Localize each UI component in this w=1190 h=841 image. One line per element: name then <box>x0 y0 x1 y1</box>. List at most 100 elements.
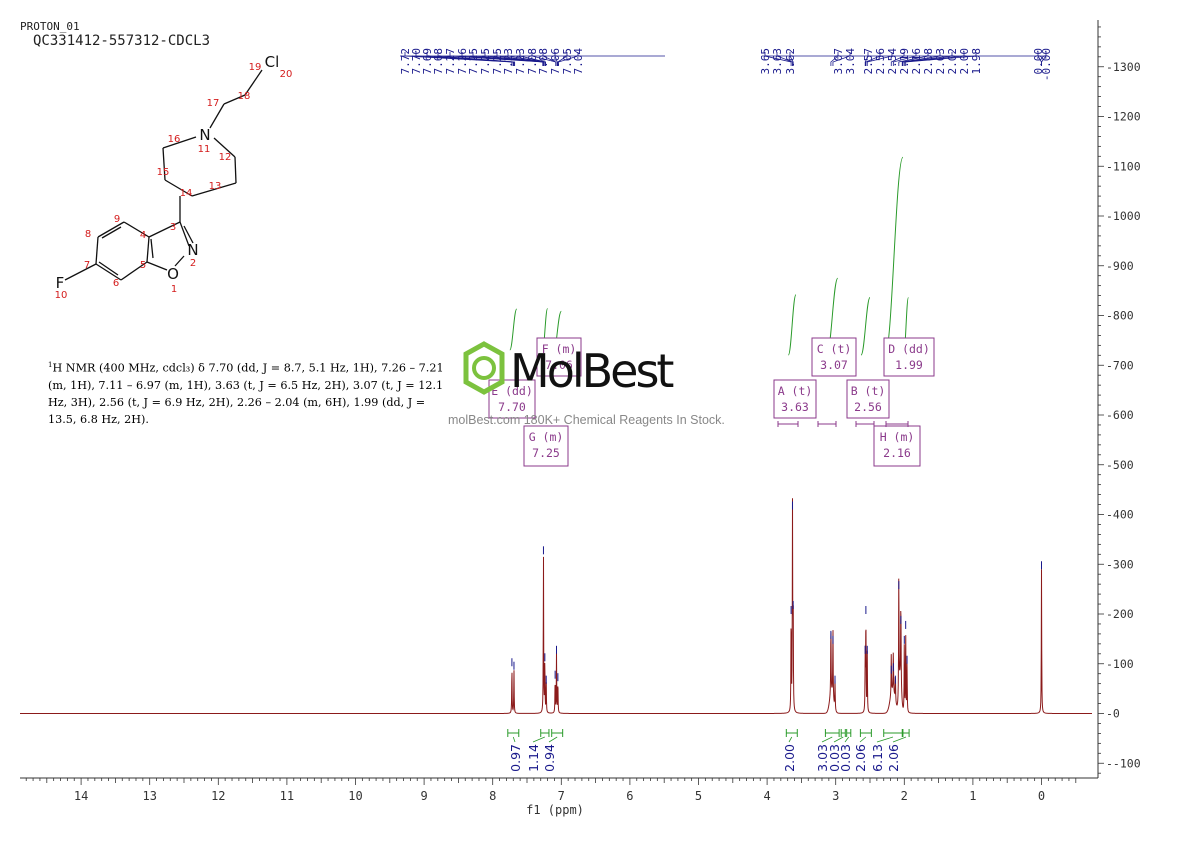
atom-number: 19 <box>249 62 262 73</box>
x-tick-label: 4 <box>763 789 770 803</box>
multiplet-name: G (m) <box>529 430 564 444</box>
peak-label-leader <box>789 52 794 66</box>
bond <box>223 94 246 105</box>
y-tick-label: -500 <box>1106 458 1134 472</box>
peak-label: 7.70 <box>410 48 423 75</box>
peak-labels: 7.727.707.697.68 7.27 7.267.25 7.25 7.257.23… <box>399 48 1053 81</box>
x-tick-label: 13 <box>142 789 156 803</box>
peak-label-leader <box>905 52 977 66</box>
x-axis-label: f1 (ppm) <box>526 803 584 817</box>
peak-label-leader <box>903 52 965 66</box>
nucleus-superscript: 1 <box>48 361 53 369</box>
peak-label-leader <box>415 52 514 66</box>
y-tick-label: -600 <box>1106 408 1134 422</box>
y-tick-label: -400 <box>1106 508 1134 522</box>
multiplet-name: E (dd) <box>491 384 533 398</box>
atom-number: 11 <box>198 144 211 155</box>
atom-number: 20 <box>280 69 293 80</box>
integral-value: 2.06 <box>886 744 901 772</box>
y-tick-label: --100 <box>1106 756 1141 770</box>
peak-label: 3.07 <box>832 48 845 75</box>
atom-n: N <box>199 126 210 144</box>
bond <box>183 225 194 244</box>
x-tick-label: 14 <box>74 789 88 803</box>
integral-value: 1.14 <box>526 744 541 772</box>
atom-number: 13 <box>209 181 222 192</box>
peak-label: 1.98 <box>970 48 983 75</box>
peak-label-leader <box>866 52 893 66</box>
y-tick-label: -900 <box>1106 259 1134 273</box>
bond <box>244 69 263 96</box>
integral-leader <box>833 736 844 743</box>
peak-label: 2.02 <box>946 48 959 75</box>
x-tick-label: 8 <box>489 789 496 803</box>
peak-label: 7.27 <box>444 48 457 75</box>
atom-number: 2 <box>190 258 196 269</box>
multiplet-shift: 2.56 <box>854 400 882 414</box>
peak-label: 2.08 <box>922 48 935 75</box>
y-tick-label: -700 <box>1106 358 1134 372</box>
integral-leader <box>532 736 545 743</box>
peak-label-leader <box>496 52 545 66</box>
x-tick-label: 10 <box>348 789 362 803</box>
peak-label: -0.00 <box>1040 48 1053 81</box>
atom-n: N <box>187 241 198 259</box>
x-tick-label: 6 <box>626 789 633 803</box>
peak-label: 7.69 <box>421 48 434 75</box>
peak-label: 7.05 <box>561 48 574 75</box>
bond <box>162 136 197 149</box>
peak-label-leader <box>830 52 839 66</box>
peak-label-leader <box>519 52 546 66</box>
bond <box>95 263 122 281</box>
x-tick-label: 3 <box>832 789 839 803</box>
integral-value: 2.00 <box>782 744 797 772</box>
peak-label: 3.65 <box>759 48 772 75</box>
peak-label: 7.08 <box>526 48 539 75</box>
atom-number: 4 <box>140 230 146 241</box>
y-tick-label: -200 <box>1106 607 1134 621</box>
peak-label: 7.68 <box>432 48 445 75</box>
atom-number: 7 <box>84 260 90 271</box>
multiplet-shift: 7.70 <box>498 400 526 414</box>
atom-number: 6 <box>113 278 119 289</box>
peak-label-leader <box>832 52 851 66</box>
peak-label-leader <box>461 52 544 66</box>
peak-label-leader <box>557 52 568 66</box>
integral-curve <box>787 294 797 356</box>
atom-f: F <box>56 274 65 292</box>
x-tick-label: 9 <box>420 789 427 803</box>
peak-label: 7.04 <box>572 48 585 75</box>
multiplet-shift: 7.06 <box>545 358 573 372</box>
spectrum-trace <box>20 498 1092 714</box>
x-tick-label: 5 <box>695 789 702 803</box>
peak-label-leader <box>426 52 515 66</box>
peak-label: 7.23 <box>514 48 527 75</box>
y-tick-label: -0 <box>1106 707 1120 721</box>
multiplet-annotations: A (t) 3.63 B (t) 2.56 C (t) 3.07 D (dd) 1.99 E (… <box>488 337 935 467</box>
bond <box>174 255 185 267</box>
peak-label-leader <box>898 52 929 66</box>
peak-label-leader <box>901 52 941 66</box>
integral-leader <box>512 736 516 743</box>
bond <box>146 261 168 271</box>
multiplet-name: B (t) <box>851 384 886 398</box>
peak-label-leader <box>776 52 793 66</box>
atom-number: 9 <box>114 214 120 225</box>
integral-leader <box>844 736 850 743</box>
peak-label: 7.25 <box>491 48 504 75</box>
integral-curves <box>509 156 909 356</box>
peak-label: 7.23 <box>502 48 515 75</box>
y-tick-label: -800 <box>1106 309 1134 323</box>
peak-label: 7.25 <box>467 48 480 75</box>
bond <box>120 261 148 281</box>
peak-label: 7.06 <box>549 48 562 75</box>
peak-label-leader <box>558 52 579 66</box>
bond <box>150 238 154 259</box>
bond <box>162 147 166 181</box>
integral-leader <box>788 736 793 743</box>
multiplet-shift: 3.07 <box>820 358 848 372</box>
bond <box>148 221 181 238</box>
peak-label: 3.04 <box>844 48 857 75</box>
